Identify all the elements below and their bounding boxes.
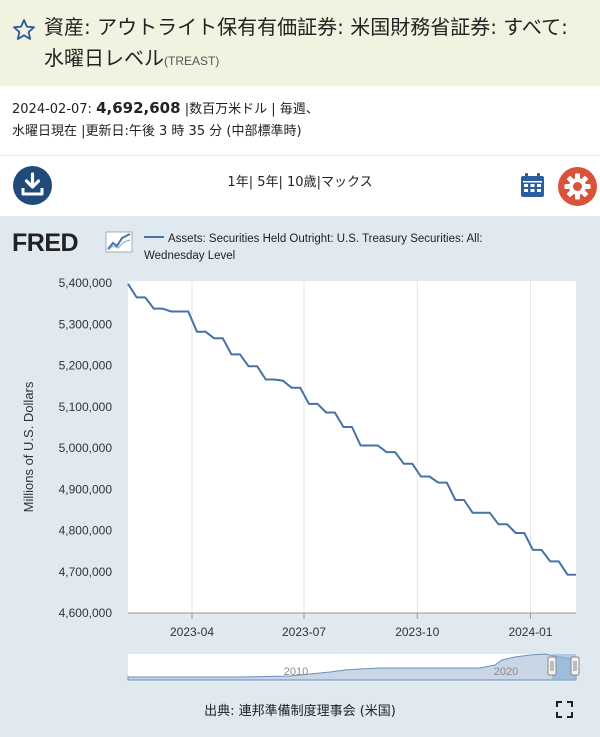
x-tick-label: 2023-10 [395, 625, 439, 639]
divider [0, 155, 600, 156]
title-bar: 資産: アウトライト保有有価証券: 米国財務省証券: すべて: 水曜日レベル(T… [0, 0, 600, 86]
series-layer [127, 283, 577, 576]
legend-label: Assets: Securities Held Outright: U.S. T… [144, 233, 483, 262]
y-tick-labels: 4,600,000 4,700,000 4,800,000 4,900,000 5,00… [59, 276, 113, 620]
date-range-links: 1年| 5年| 10歳|マックス [227, 175, 373, 190]
observation-date: 2024-02-07: [12, 102, 92, 117]
y-tick-label: 5,200,000 [59, 359, 113, 373]
navigator-handle-right[interactable] [570, 656, 580, 676]
navigator[interactable]: 2010 2020 [127, 653, 580, 681]
x-tick-label: 2023-04 [170, 625, 214, 639]
grid-lines [128, 281, 576, 619]
page-title: 資産: アウトライト保有有価証券: 米国財務省証券: すべて: 水曜日レベル(T… [44, 12, 590, 77]
navigator-handle-left[interactable] [547, 656, 557, 676]
series-id: (TREAST) [164, 54, 220, 68]
navigator-label-2010: 2010 [284, 666, 308, 678]
gear-icon [564, 173, 591, 200]
update-info: 水曜日現在 |更新日:午後 3 時 35 分 (中部標準時) [12, 124, 302, 139]
x-tick-labels: 2023-04 2023-07 2023-10 2024-01 [170, 625, 553, 639]
observation-value: 4,692,608 [96, 99, 181, 117]
y-tick-label: 5,300,000 [59, 317, 113, 331]
range-max[interactable]: マックス [320, 175, 373, 190]
series-title: 資産: アウトライト保有有価証券: 米国財務省証券: すべて: 水曜日レベル [44, 15, 568, 70]
y-tick-label: 5,100,000 [59, 400, 113, 414]
svg-text:FRED: FRED [12, 229, 78, 255]
range-10y[interactable]: 10歳 [287, 175, 317, 190]
series-line [127, 283, 577, 576]
range-1y[interactable]: 1年 [227, 175, 249, 190]
y-axis-label: Millions of U.S. Dollars [21, 381, 36, 512]
settings-button[interactable] [558, 167, 597, 206]
fullscreen-icon[interactable] [556, 701, 573, 718]
download-button[interactable] [13, 166, 52, 205]
download-icon [21, 172, 44, 196]
y-tick-label: 4,800,000 [59, 524, 113, 538]
y-tick-label: 5,000,000 [59, 441, 113, 455]
x-tick-label: 2024-01 [508, 625, 552, 639]
observation-meta: 2024-02-07: 4,692,608 |数百万米ドル | 毎週、 水曜日現… [12, 97, 588, 143]
plot-area [128, 281, 576, 613]
fred-logo[interactable]: FRED [12, 229, 134, 255]
star-icon[interactable] [12, 18, 36, 42]
source-credit: 出典: 連邦準備制度理事会 (米国) [204, 704, 396, 719]
x-tick-label: 2023-07 [282, 625, 326, 639]
y-tick-label: 4,600,000 [59, 606, 113, 620]
y-tick-label: 4,700,000 [59, 565, 113, 579]
navigator-label-2020: 2020 [494, 666, 518, 678]
calendar-icon[interactable] [519, 172, 546, 199]
legend-swatch [144, 235, 164, 238]
range-5y[interactable]: 5年 [257, 175, 279, 190]
chart-legend: Assets: Securities Held Outright: U.S. T… [144, 231, 524, 265]
y-tick-label: 5,400,000 [59, 276, 113, 290]
units-frequency: |数百万米ドル | 毎週、 [184, 102, 319, 117]
y-tick-label: 4,900,000 [59, 482, 113, 496]
